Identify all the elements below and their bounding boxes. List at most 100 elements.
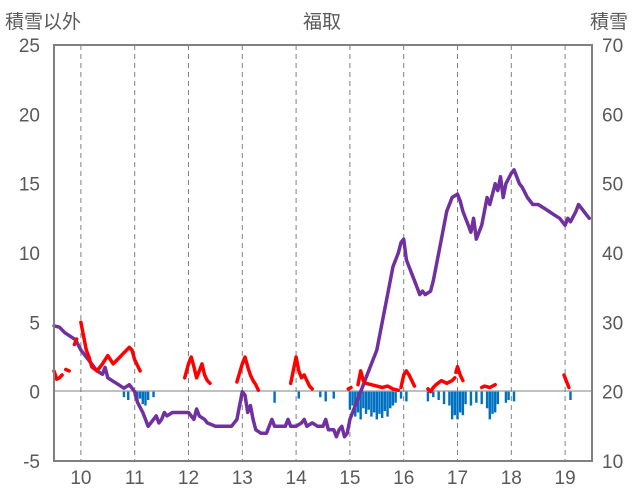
precipitation-bar <box>362 391 365 409</box>
chart-title: 福取 <box>303 11 341 33</box>
precipitation-bar <box>138 391 142 399</box>
left-tick-label--5: -5 <box>23 452 40 473</box>
left-tick-label-15: 15 <box>19 175 40 196</box>
precipitation-bar <box>324 391 327 402</box>
precipitation-bar <box>127 391 130 400</box>
precipitation-bar <box>152 391 155 398</box>
precipitation-bar <box>569 391 572 400</box>
precipitation-bar <box>297 391 301 399</box>
temperature-line-segment <box>79 320 142 373</box>
right-tick-label-70: 70 <box>602 36 623 57</box>
precipitation-bar <box>442 391 446 405</box>
temperature-line-segment <box>64 367 71 373</box>
x-tick-label-12: 12 <box>178 468 199 489</box>
precipitation-bar <box>493 391 497 413</box>
precipitation-bar <box>437 391 440 400</box>
right-tick-label-30: 30 <box>602 313 623 334</box>
temperature-line-segment <box>454 364 465 383</box>
precipitation-bar <box>458 391 462 413</box>
precipitation-bar <box>464 391 467 405</box>
right-tick-label-40: 40 <box>602 244 623 265</box>
right-tick-label-20: 20 <box>602 383 623 404</box>
precipitation-bar <box>332 391 335 399</box>
precipitation-bar <box>375 391 379 420</box>
precipitation-bar <box>426 391 430 402</box>
precipitation-bar <box>372 391 376 413</box>
right-axis-ticks: 10 20 30 40 50 60 70 <box>602 36 623 473</box>
left-tick-label-10: 10 <box>19 244 40 265</box>
x-tick-label-11: 11 <box>125 468 145 489</box>
right-tick-label-10: 10 <box>602 452 623 473</box>
plot-frame <box>53 44 593 462</box>
left-tick-label-0: 0 <box>29 383 40 404</box>
snow-depth-series <box>52 168 592 439</box>
precipitation-bar <box>380 391 384 419</box>
precipitation-bar <box>480 391 483 405</box>
x-tick-label-14: 14 <box>286 468 308 489</box>
x-tick-label-19: 19 <box>555 468 576 489</box>
precipitation-bar <box>488 391 491 420</box>
right-axis-label: 積雪 <box>590 11 628 33</box>
precipitation-bar <box>367 391 370 410</box>
left-axis-ticks: -5 0 5 10 15 20 25 <box>19 36 40 473</box>
x-tick-label-13: 13 <box>232 468 253 489</box>
x-tick-label-18: 18 <box>501 468 522 489</box>
precipitation-bar <box>485 391 489 409</box>
precipitation-bar <box>432 391 435 398</box>
precipitation-bar <box>378 391 381 414</box>
precipitation-bar <box>144 391 147 406</box>
x-tick-label-10: 10 <box>70 468 91 489</box>
precipitation-bar <box>351 391 354 406</box>
precipitation-bar <box>456 391 459 420</box>
precipitation-bar <box>383 391 387 412</box>
precipitation-bar <box>475 391 478 403</box>
left-tick-label-20: 20 <box>19 105 40 126</box>
left-axis-label: 積雪以外 <box>5 11 81 33</box>
snow-depth-line <box>52 168 592 439</box>
precipitation-bar <box>469 391 473 406</box>
right-tick-label-50: 50 <box>602 175 623 196</box>
precipitation-bar <box>405 391 408 402</box>
temperature-line-segment <box>399 369 417 390</box>
temperature-line-segment <box>562 373 571 390</box>
x-tick-label-15: 15 <box>339 468 360 489</box>
precipitation-bar <box>512 391 516 402</box>
precipitation-bar <box>359 391 362 420</box>
precipitation-bar <box>370 391 373 417</box>
precipitation-bar <box>386 391 389 417</box>
left-tick-label-5: 5 <box>29 313 40 334</box>
precipitation-bar <box>319 391 322 398</box>
precipitation-bar <box>453 391 457 416</box>
precipitation-bar <box>389 391 392 409</box>
precipitation-bar <box>448 391 451 406</box>
precipitation-bar <box>450 391 454 420</box>
precipitation-bar <box>364 391 368 414</box>
temperature-line-segment <box>72 337 79 347</box>
precipitation-bar <box>146 391 150 400</box>
precipitation-bar <box>141 391 144 405</box>
precipitation-bar <box>391 391 395 406</box>
temperature-line-segment <box>182 355 212 386</box>
x-tick-label-16: 16 <box>393 468 414 489</box>
temperature-line-segment <box>479 382 497 390</box>
precipitation-bar <box>496 391 500 405</box>
temperature-line-segment <box>52 369 64 381</box>
right-tick-label-60: 60 <box>602 105 623 126</box>
precipitation-bar <box>122 391 126 398</box>
temperature-line-segment <box>235 355 261 393</box>
temperature-line-segment <box>288 355 314 391</box>
precipitation-bar <box>394 391 397 403</box>
precipitation-bar <box>507 391 510 400</box>
temperature-line-segment <box>426 376 457 394</box>
precipitation-bar <box>273 391 276 403</box>
precipitation-bar <box>461 391 465 416</box>
precipitation-bar <box>491 391 494 414</box>
temperature-line-segment <box>356 369 401 393</box>
precipitation-bar <box>348 391 352 410</box>
precipitation-bar <box>504 391 508 403</box>
temperature-line-segment <box>346 385 353 391</box>
left-tick-label-25: 25 <box>19 36 40 57</box>
x-tick-label-17: 17 <box>447 468 468 489</box>
precipitation-bar <box>399 391 403 399</box>
